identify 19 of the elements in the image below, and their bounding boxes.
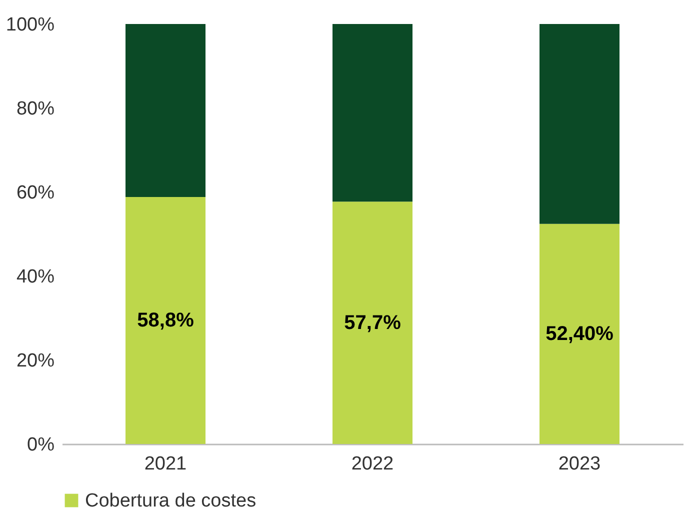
bar [540, 224, 620, 444]
y-tick-label: 80% [16, 98, 55, 120]
bar [126, 197, 206, 444]
legend-label: Cobertura de costes [85, 490, 256, 512]
x-tick-label: 2022 [351, 454, 394, 474]
bar [540, 24, 620, 224]
data-label: 52,40% [546, 322, 614, 345]
x-tick-label: 2021 [144, 454, 187, 474]
bar [126, 24, 206, 198]
y-tick-label: 60% [16, 182, 55, 204]
data-label: 57,7% [344, 312, 402, 334]
y-tick-label: 0% [27, 434, 55, 456]
data-label: 58,8% [137, 310, 194, 332]
bar [332, 24, 412, 202]
y-tick-label: 20% [16, 350, 55, 372]
x-tick-label: 2023 [558, 454, 601, 474]
bar [332, 202, 412, 444]
y-tick-label: 100% [6, 14, 55, 36]
y-tick-label: 40% [16, 266, 55, 288]
